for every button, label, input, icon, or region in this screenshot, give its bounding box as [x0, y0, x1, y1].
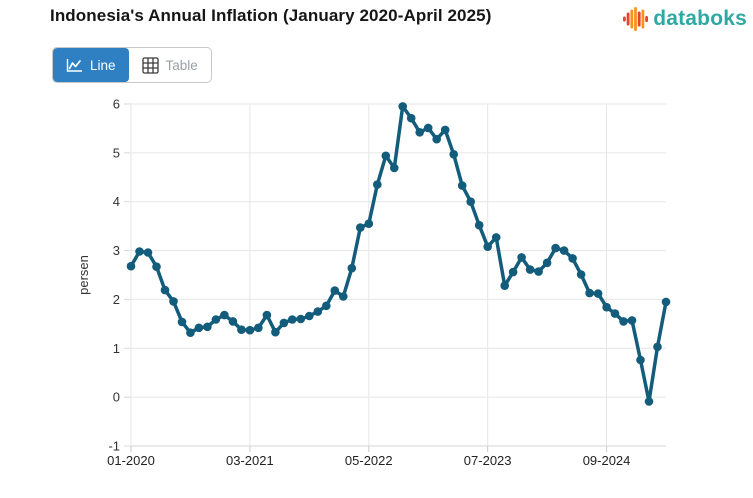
data-point[interactable] [143, 248, 153, 257]
data-point[interactable] [559, 246, 569, 255]
y-tick-label: 6 [113, 97, 120, 112]
data-point[interactable] [245, 325, 255, 335]
gridlines [124, 103, 666, 452]
data-point[interactable] [228, 317, 238, 326]
data-point[interactable] [415, 128, 425, 137]
data-point[interactable] [542, 258, 552, 268]
data-point[interactable] [610, 309, 620, 318]
y-tick-label: 4 [113, 194, 120, 209]
view-toggle-group: Line Table [52, 47, 212, 83]
data-point[interactable] [619, 317, 628, 326]
data-point[interactable] [313, 307, 323, 316]
data-point[interactable] [305, 311, 314, 321]
data-point[interactable] [440, 125, 450, 135]
x-tick-label: 01-2020 [107, 453, 155, 468]
data-point[interactable] [169, 297, 178, 306]
databoks-wordmark: databoks [653, 7, 747, 30]
line-view-label: Line [90, 57, 116, 73]
data-point[interactable] [322, 301, 331, 311]
data-point[interactable] [194, 323, 204, 333]
data-point[interactable] [262, 310, 272, 320]
line-chart-icon [66, 58, 83, 73]
data-point[interactable] [279, 318, 289, 328]
data-point[interactable] [381, 151, 391, 161]
x-tick-label: 07-2023 [464, 453, 512, 468]
table-grid-icon [141, 56, 159, 74]
data-point[interactable] [406, 113, 416, 123]
data-point[interactable] [347, 263, 357, 273]
data-point[interactable] [423, 123, 433, 133]
series-inflation[interactable] [126, 102, 671, 406]
data-point[interactable] [534, 267, 543, 276]
data-point[interactable] [135, 247, 144, 256]
data-point[interactable] [568, 254, 577, 263]
data-point[interactable] [644, 397, 654, 406]
data-point[interactable] [296, 314, 306, 324]
data-point[interactable] [220, 310, 229, 320]
y-tick-label: -1 [108, 439, 120, 454]
y-tick-label: 5 [113, 145, 120, 160]
y-tick-label: 0 [113, 390, 120, 405]
table-view-label: Table [165, 57, 198, 73]
data-point[interactable] [288, 315, 297, 324]
data-point[interactable] [211, 315, 221, 324]
data-point[interactable] [466, 197, 476, 206]
data-point[interactable] [339, 292, 348, 301]
y-tick-label: 2 [113, 292, 120, 307]
axis-labels: 6 5 4 3 2 1 0 -101-2020 03-2021 05-2022 07-2023 09-… [107, 97, 630, 469]
series-line [129, 104, 668, 404]
table-view-button[interactable]: Table [129, 48, 211, 82]
data-point[interactable] [483, 242, 493, 251]
data-point[interactable] [126, 261, 136, 271]
data-point[interactable] [330, 286, 340, 295]
data-point[interactable] [457, 181, 467, 190]
data-point[interactable] [237, 325, 246, 334]
inflation-line-chart[interactable]: 6 5 4 3 2 1 0 -101-2020 03-2021 05-2022 07-2023 09-… [0, 85, 753, 490]
data-point[interactable] [432, 134, 442, 144]
data-point[interactable] [203, 322, 212, 332]
data-point[interactable] [373, 180, 382, 189]
data-point[interactable] [636, 355, 645, 365]
y-tick-label: 3 [113, 243, 120, 258]
data-point[interactable] [525, 265, 535, 274]
x-tick-label: 03-2021 [226, 453, 274, 468]
data-point[interactable] [593, 289, 603, 298]
data-point[interactable] [602, 302, 611, 312]
data-point[interactable] [364, 219, 374, 228]
data-point[interactable] [653, 342, 662, 352]
data-point[interactable] [177, 317, 187, 327]
data-point[interactable] [508, 267, 518, 277]
databoks-logo[interactable]: databoks [622, 5, 747, 33]
data-point[interactable] [500, 281, 510, 290]
data-point[interactable] [585, 288, 594, 298]
data-point[interactable] [390, 163, 399, 173]
data-point[interactable] [186, 328, 195, 337]
data-point[interactable] [474, 220, 484, 230]
data-point[interactable] [356, 223, 365, 232]
data-point[interactable] [491, 233, 501, 242]
data-point[interactable] [551, 243, 560, 253]
y-tick-label: 1 [113, 341, 120, 356]
data-point[interactable] [661, 297, 671, 307]
data-point[interactable] [271, 327, 280, 337]
data-point[interactable] [449, 150, 459, 159]
data-point[interactable] [152, 262, 161, 271]
data-point[interactable] [160, 285, 170, 295]
x-tick-label: 09-2024 [583, 453, 631, 468]
line-view-button[interactable]: Line [53, 48, 129, 82]
data-point[interactable] [398, 102, 408, 111]
data-point[interactable] [254, 323, 263, 333]
x-tick-label: 05-2022 [345, 453, 393, 468]
chart-area[interactable]: 6 5 4 3 2 1 0 -1 01-2020 03-2021 05-2022 07-2023 09-… [0, 85, 753, 490]
databoks-bars-icon [623, 7, 649, 31]
data-point[interactable] [517, 253, 526, 262]
page-title: Indonesia's Annual Inflation (January 20… [50, 6, 492, 25]
data-point[interactable] [576, 270, 586, 279]
y-axis-title: persen [76, 255, 91, 295]
data-point[interactable] [627, 316, 637, 325]
